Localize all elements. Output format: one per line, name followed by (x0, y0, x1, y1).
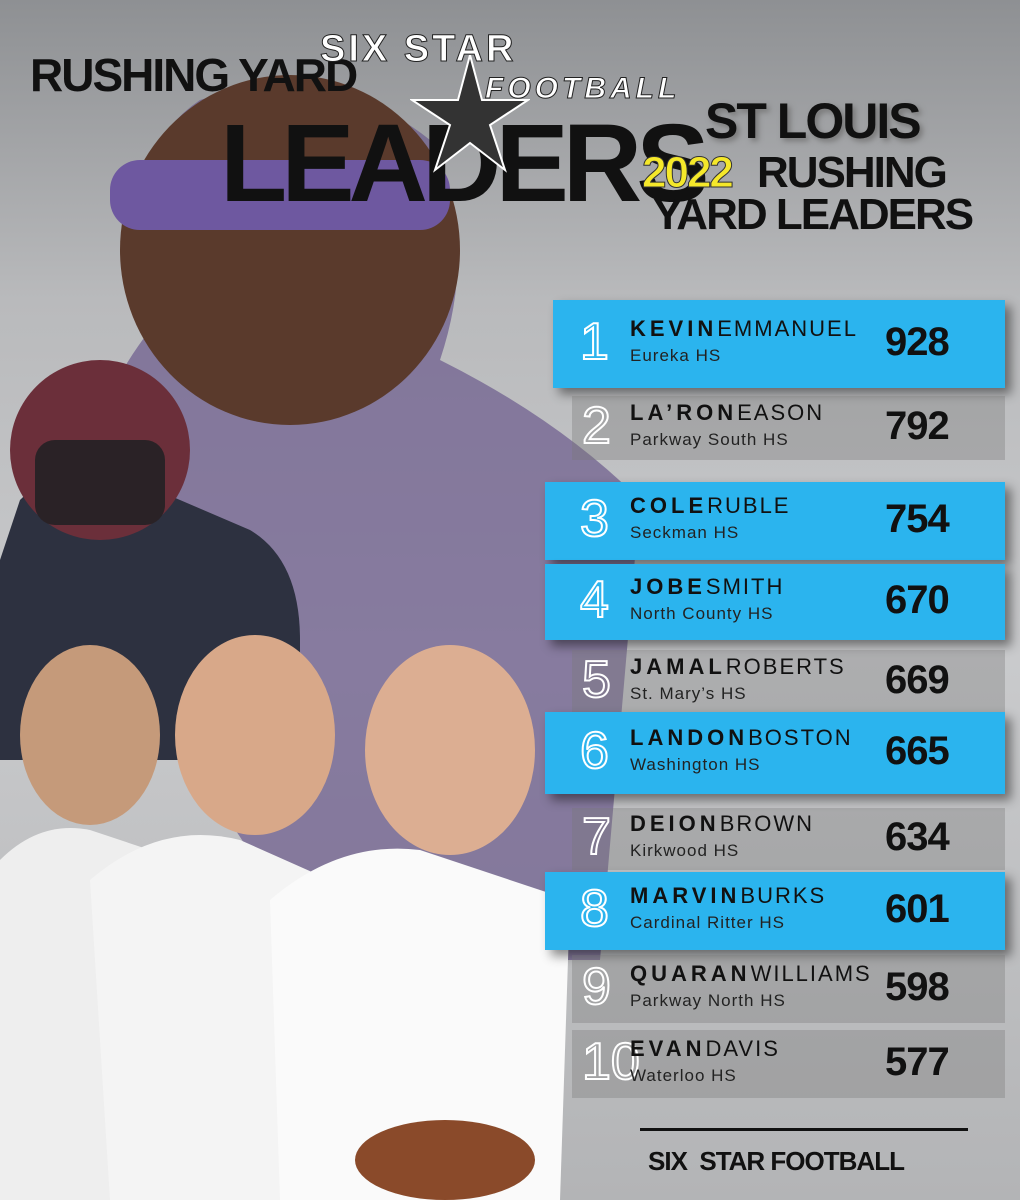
school: St. Mary’s HS (630, 684, 747, 703)
player-name: JAMALROBERTS (630, 654, 846, 680)
leader-row: 1 KEVINEMMANUEL Eureka HS 928 (553, 300, 1005, 388)
rank: 1 (579, 312, 610, 372)
leader-row: 6 LANDONBOSTON Washington HS 665 (545, 712, 1005, 794)
player-name: MARVINBURKS (630, 883, 826, 909)
yards: 598 (885, 965, 950, 1009)
last-name: BOSTON (748, 725, 853, 750)
first-name: LANDON (630, 725, 749, 750)
school: Parkway North HS (630, 991, 786, 1010)
school: Cardinal Ritter HS (630, 913, 785, 932)
leader-row: 5 JAMALROBERTS St. Mary’s HS 669 (572, 650, 1005, 714)
player-name: LANDONBOSTON (630, 725, 853, 751)
first-name: QUARAN (630, 961, 751, 986)
last-name: BURKS (740, 883, 827, 908)
school: Waterloo HS (630, 1066, 737, 1085)
yards: 754 (885, 497, 950, 541)
last-name: WILLIAMS (750, 961, 872, 986)
last-name: ROBERTS (725, 654, 846, 679)
yards: 665 (885, 729, 950, 773)
leader-row: 2 LA’RONEASON Parkway South HS 792 (572, 396, 1005, 460)
rank: 9 (581, 957, 612, 1017)
footer-rule (640, 1128, 968, 1131)
player-name: DEIONBROWN (630, 811, 814, 837)
yards: 601 (885, 887, 950, 931)
yards: 634 (885, 815, 950, 859)
logo-star (410, 55, 530, 173)
last-name: RUBLE (707, 493, 791, 518)
yards: 928 (885, 320, 950, 364)
yards: 792 (885, 404, 950, 448)
player-name: JOBESMITH (630, 574, 784, 600)
first-name: COLE (630, 493, 708, 518)
first-name: JOBE (630, 574, 706, 599)
logo-top: SIX STAR (319, 28, 517, 71)
leader-row: 7 DEIONBROWN Kirkwood HS 634 (572, 807, 1005, 870)
last-name: BROWN (719, 811, 815, 836)
rank: 6 (579, 721, 610, 781)
player-name: COLERUBLE (630, 493, 790, 519)
first-name: EVAN (630, 1036, 706, 1061)
leader-row: 4 JOBESMITH North County HS 670 (545, 564, 1005, 640)
yards: 577 (885, 1040, 950, 1084)
school: Seckman HS (630, 523, 740, 542)
player-name: KEVINEMMANUEL (630, 316, 858, 342)
title-line1: RUSHING (757, 148, 948, 197)
first-name: MARVIN (630, 883, 741, 908)
leader-row: 3 COLERUBLE Seckman HS 754 (545, 482, 1005, 560)
school: North County HS (630, 604, 774, 623)
last-name: DAVIS (705, 1036, 780, 1061)
last-name: EMMANUEL (717, 316, 858, 341)
leader-row: 9 QUARANWILLIAMS Parkway North HS 598 (572, 955, 1005, 1023)
player-name: LA’RONEASON (630, 400, 824, 426)
first-name: JAMAL (630, 654, 726, 679)
rank: 7 (581, 807, 612, 867)
leader-row: 8 MARVINBURKS Cardinal Ritter HS 601 (545, 872, 1005, 950)
rank: 10 (581, 1032, 641, 1092)
yards: 669 (885, 658, 950, 702)
yards: 670 (885, 578, 950, 622)
footer: SIX STAR FOOTBALL (648, 1146, 905, 1176)
school: Parkway South HS (630, 430, 789, 449)
first-name: KEVIN (630, 316, 718, 341)
first-name: DEION (630, 811, 720, 836)
rank: 4 (579, 570, 610, 630)
school: Kirkwood HS (630, 841, 740, 860)
rank: 8 (579, 879, 610, 939)
school: Washington HS (630, 755, 761, 774)
player-name: QUARANWILLIAMS (630, 961, 872, 987)
year: 2022 (642, 148, 735, 198)
first-name: LA’RON (630, 400, 738, 425)
rank: 3 (579, 489, 610, 549)
last-name: EASON (737, 400, 825, 425)
player-name: EVANDAVIS (630, 1036, 780, 1062)
last-name: SMITH (705, 574, 785, 599)
school: Eureka HS (630, 346, 722, 365)
rank: 5 (581, 650, 612, 710)
logo-bottom: FOOTBALL (484, 72, 681, 106)
title-line2: YARD LEADERS (653, 190, 974, 239)
rank: 2 (581, 396, 612, 456)
city: ST LOUIS (705, 93, 922, 149)
leader-row: 10 EVANDAVIS Waterloo HS 577 (572, 1030, 1005, 1098)
bg-title-top: RUSHING YARD (30, 49, 358, 101)
